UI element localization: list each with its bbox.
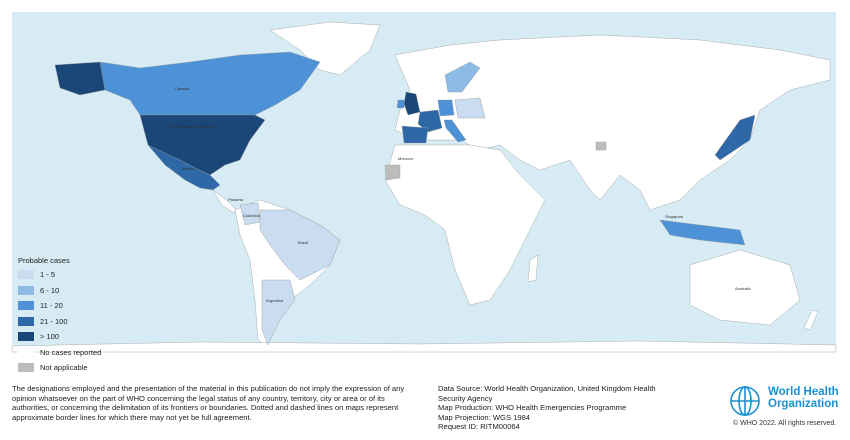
legend-label: 11 - 20 bbox=[40, 301, 63, 311]
spain bbox=[401, 125, 429, 144]
legend: Probable cases 1 - 5 6 - 10 11 - 20 21 - 10… bbox=[18, 256, 101, 376]
copyright: © WHO 2022. All rights reserved. bbox=[733, 420, 837, 427]
legend-label: Not applicable bbox=[40, 363, 88, 373]
source-line: Map Projection: WGS 1984 bbox=[438, 412, 531, 422]
brazil bbox=[259, 209, 341, 281]
logo-line: World Health bbox=[768, 386, 839, 398]
who-emblem bbox=[730, 386, 760, 416]
legend-item: 21 - 100 bbox=[18, 314, 101, 330]
madagascar bbox=[527, 254, 539, 283]
australia bbox=[689, 249, 801, 326]
map-label: Argentina bbox=[266, 298, 284, 303]
legend-item: 1 - 5 bbox=[18, 267, 101, 283]
source-line: Data Source: World Health Organization, … bbox=[438, 384, 656, 403]
scandinavia bbox=[444, 61, 481, 93]
world-map: Canada United States of America Mexico P… bbox=[11, 12, 837, 353]
central-america bbox=[212, 189, 239, 213]
legend-item: Not applicable bbox=[18, 360, 101, 376]
germany bbox=[437, 99, 455, 117]
legend-swatch bbox=[18, 301, 34, 311]
logo-line: Organization bbox=[768, 398, 839, 410]
map-label: Panama bbox=[228, 197, 244, 202]
legend-swatch bbox=[18, 347, 34, 357]
western-sahara bbox=[384, 164, 401, 181]
france bbox=[417, 109, 443, 133]
eastern-europe bbox=[454, 97, 486, 119]
italy bbox=[443, 119, 467, 143]
mexico bbox=[147, 144, 221, 191]
legend-swatch bbox=[18, 316, 34, 326]
canada bbox=[99, 51, 321, 116]
alaska bbox=[54, 61, 106, 96]
map-label: Mexico bbox=[182, 166, 195, 171]
new-zealand bbox=[803, 309, 819, 331]
source-line: Map Production: WHO Health Emergencies P… bbox=[438, 403, 627, 413]
legend-label: 21 - 100 bbox=[40, 316, 68, 326]
indonesia bbox=[659, 219, 746, 246]
colombia bbox=[239, 202, 261, 226]
disclaimer: The designations employed and the presen… bbox=[12, 384, 405, 422]
japan bbox=[714, 114, 756, 161]
argentina bbox=[261, 279, 296, 346]
map-label: Morocco bbox=[398, 156, 414, 161]
legend-swatch bbox=[18, 332, 34, 342]
map-label: United States of America bbox=[170, 124, 215, 129]
ireland bbox=[396, 99, 405, 109]
greenland bbox=[269, 21, 381, 76]
land bbox=[11, 21, 837, 353]
legend-swatch bbox=[18, 285, 34, 295]
map-label: Canada bbox=[175, 86, 190, 91]
logo-text: World Health Organization bbox=[768, 386, 839, 410]
data-source: Data Source: World Health Organization, … bbox=[438, 384, 668, 432]
legend-swatch bbox=[18, 363, 34, 373]
eurasia bbox=[394, 34, 831, 211]
source-line: Request ID: RITM00064 bbox=[438, 422, 520, 432]
legend-item: 6 - 10 bbox=[18, 283, 101, 299]
legend-label: > 100 bbox=[40, 332, 59, 342]
kashmir bbox=[595, 141, 607, 151]
legend-label: No cases reported bbox=[40, 347, 102, 357]
map-label: Singapore bbox=[665, 214, 684, 219]
map-label: Brazil bbox=[298, 240, 308, 245]
map-label: Australia bbox=[735, 286, 751, 291]
legend-item: 11 - 20 bbox=[18, 298, 101, 314]
legend-swatch bbox=[18, 270, 34, 280]
antarctica bbox=[11, 340, 837, 353]
map-label: Colombia bbox=[243, 213, 261, 218]
legend-item: No cases reported bbox=[18, 345, 101, 361]
legend-label: 1 - 5 bbox=[40, 270, 56, 280]
africa bbox=[384, 144, 546, 306]
legend-item: > 100 bbox=[18, 329, 101, 345]
legend-label: 6 - 10 bbox=[40, 285, 60, 295]
uk bbox=[403, 91, 421, 116]
legend-title: Probable cases bbox=[18, 256, 70, 265]
